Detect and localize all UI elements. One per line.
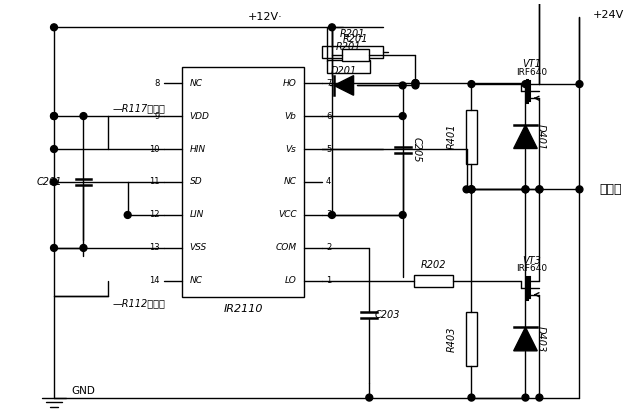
Circle shape — [463, 186, 470, 193]
Circle shape — [366, 394, 373, 401]
Bar — [414, 275, 453, 287]
Text: C203: C203 — [374, 310, 400, 321]
Text: IR2110: IR2110 — [224, 304, 263, 314]
Circle shape — [80, 245, 87, 251]
Circle shape — [468, 186, 475, 193]
Text: VT3: VT3 — [522, 256, 541, 266]
Text: 7: 7 — [326, 79, 332, 88]
Circle shape — [399, 82, 406, 89]
Text: D403: D403 — [536, 326, 546, 352]
Circle shape — [51, 113, 57, 119]
Circle shape — [468, 186, 475, 193]
Circle shape — [536, 394, 543, 401]
Bar — [322, 46, 383, 58]
Circle shape — [412, 82, 419, 89]
Text: +12V·: +12V· — [248, 13, 283, 23]
Circle shape — [576, 80, 583, 88]
Circle shape — [328, 24, 335, 31]
Text: Vb: Vb — [284, 111, 296, 121]
Text: C205: C205 — [411, 137, 421, 163]
Text: +24V: +24V — [593, 10, 624, 20]
Bar — [327, 60, 371, 73]
Bar — [465, 110, 477, 164]
Circle shape — [522, 186, 529, 193]
Circle shape — [536, 186, 543, 193]
Circle shape — [576, 186, 583, 193]
Text: LO: LO — [284, 277, 296, 285]
Circle shape — [468, 80, 475, 88]
Polygon shape — [514, 327, 537, 351]
Circle shape — [468, 186, 475, 193]
Circle shape — [412, 80, 419, 86]
Circle shape — [522, 80, 529, 88]
Bar — [342, 49, 369, 61]
Text: 接电机: 接电机 — [599, 183, 622, 196]
Circle shape — [522, 394, 529, 401]
Circle shape — [399, 113, 406, 119]
Circle shape — [51, 178, 57, 186]
Text: D201: D201 — [330, 66, 357, 76]
Circle shape — [522, 186, 529, 193]
Text: VT1: VT1 — [522, 59, 541, 70]
Text: D401: D401 — [536, 124, 546, 150]
Circle shape — [468, 394, 475, 401]
Text: 13: 13 — [149, 243, 160, 252]
Text: NC: NC — [190, 277, 203, 285]
Text: VSS: VSS — [190, 243, 207, 252]
Text: HO: HO — [283, 79, 296, 88]
Circle shape — [124, 212, 131, 218]
Text: HIN: HIN — [190, 145, 206, 153]
Text: 14: 14 — [149, 277, 160, 285]
Text: R403: R403 — [447, 326, 457, 352]
Text: VCC: VCC — [278, 210, 296, 220]
Text: 1: 1 — [326, 277, 332, 285]
Text: NC: NC — [190, 79, 203, 88]
Text: —R117的右端: —R117的右端 — [113, 103, 166, 113]
Text: 8: 8 — [154, 79, 160, 88]
Text: 4: 4 — [326, 178, 332, 186]
Text: IRF640: IRF640 — [516, 264, 547, 273]
Circle shape — [80, 113, 87, 119]
Bar — [181, 67, 305, 297]
Text: 11: 11 — [149, 178, 160, 186]
Text: 2: 2 — [326, 243, 332, 252]
Text: SD: SD — [190, 178, 202, 186]
Circle shape — [399, 212, 406, 218]
Text: IRF640: IRF640 — [516, 68, 547, 77]
Text: Vs: Vs — [286, 145, 296, 153]
Text: 12: 12 — [149, 210, 160, 220]
Text: R201: R201 — [343, 34, 368, 44]
Text: NC: NC — [284, 178, 296, 186]
Circle shape — [51, 245, 57, 251]
Circle shape — [328, 212, 335, 218]
Text: 10: 10 — [149, 145, 160, 153]
Circle shape — [412, 80, 419, 86]
Text: COM: COM — [276, 243, 296, 252]
Text: —R112的右端: —R112的右端 — [113, 298, 166, 308]
Text: GND: GND — [72, 385, 95, 396]
Bar — [465, 312, 477, 366]
Text: R202: R202 — [421, 260, 447, 270]
Text: LIN: LIN — [190, 210, 204, 220]
Text: 5: 5 — [326, 145, 332, 153]
Text: R401: R401 — [447, 124, 457, 150]
Circle shape — [536, 186, 543, 193]
Text: 6: 6 — [326, 111, 332, 121]
Text: VDD: VDD — [190, 111, 209, 121]
Text: R201: R201 — [336, 42, 362, 52]
Polygon shape — [514, 125, 537, 148]
Text: 3: 3 — [326, 210, 332, 220]
Circle shape — [51, 113, 57, 119]
Text: R201: R201 — [340, 29, 365, 39]
Text: 9: 9 — [155, 111, 160, 121]
Polygon shape — [334, 75, 354, 95]
Circle shape — [51, 145, 57, 153]
Circle shape — [51, 24, 57, 31]
Text: C201: C201 — [36, 177, 62, 187]
